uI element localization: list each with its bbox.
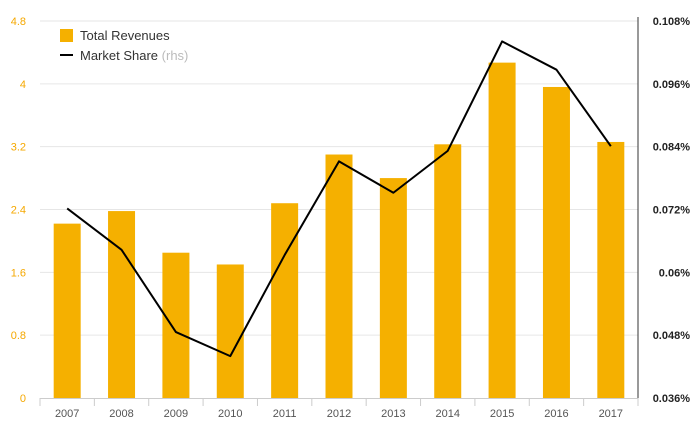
bar-2015 <box>488 62 516 399</box>
x-tick-label: 2017 <box>599 408 623 420</box>
bar-series <box>53 62 625 399</box>
y-right-tick-label: 0.06% <box>659 267 690 279</box>
line-series <box>66 40 612 358</box>
y-right-tick-label: 0.084% <box>653 142 691 154</box>
x-tick-label: 2015 <box>490 408 514 420</box>
bar-2011 <box>271 203 299 398</box>
x-tick-label: 2009 <box>164 408 188 420</box>
y-left-tick-label: 4 <box>20 79 26 91</box>
bar-2007 <box>53 223 81 398</box>
y-right-tick-label: 0.036% <box>653 393 691 405</box>
bar-2014 <box>434 144 462 398</box>
bar-2010 <box>216 264 244 398</box>
y-left-tick-label: 3.2 <box>11 142 26 154</box>
y-right-tick-label: 0.096% <box>653 79 691 91</box>
y-right-tick-label: 0.072% <box>653 205 691 217</box>
x-tick-label: 2012 <box>327 408 351 420</box>
bar-2012 <box>325 154 353 398</box>
y-right-tick-label: 0.048% <box>653 330 691 342</box>
y-left-tick-label: 2.4 <box>11 205 26 217</box>
bar-2008 <box>108 211 136 398</box>
x-tick-label: 2016 <box>544 408 568 420</box>
y-right-tick-label: 0.108% <box>653 16 691 28</box>
bar-2016 <box>542 86 570 398</box>
y-left-tick-label: 1.6 <box>11 267 26 279</box>
y-left-tick-label: 0 <box>20 393 26 405</box>
right-axis: 0.036% 0.048% 0.06% 0.072% 0.084% 0.096% 0.108… <box>637 16 691 405</box>
x-tick-label: 2010 <box>218 408 242 420</box>
bar-2017 <box>597 141 625 398</box>
x-axis: 2007 2008 2009 2010 2011 2012 2013 2014 2015 2016… <box>39 398 639 420</box>
y-left-tick-label: 4.8 <box>11 16 26 28</box>
legend-swatch-total-revenues <box>60 29 73 42</box>
left-axis: 0 0.8 1.6 2.4 3.2 4 4.8 <box>11 16 26 405</box>
x-tick-label: 2011 <box>273 408 297 420</box>
legend-label-market-share: Market Share (rhs) <box>80 48 188 63</box>
x-tick-label: 2007 <box>55 408 79 420</box>
x-tick-label: 2014 <box>435 408 459 420</box>
bar-2013 <box>379 178 407 398</box>
x-tick-label: 2008 <box>109 408 133 420</box>
bar-2009 <box>162 252 190 398</box>
y-left-tick-label: 0.8 <box>11 330 26 342</box>
x-tick-label: 2013 <box>381 408 405 420</box>
legend: Total Revenues Market Share (rhs) <box>60 28 188 63</box>
legend-label-total-revenues: Total Revenues <box>80 28 170 43</box>
